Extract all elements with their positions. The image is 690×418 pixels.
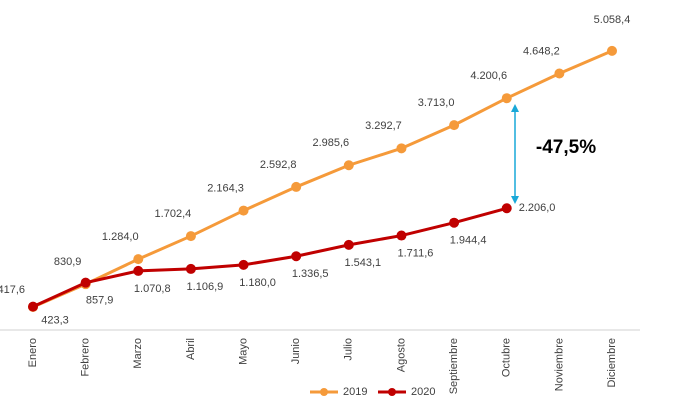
point [291,181,302,192]
point [343,160,354,171]
series-line [32,206,508,309]
x-tick-label: Mayo [237,338,249,365]
data-label: 2.206,0 [519,202,556,214]
data-label: 423,3 [41,315,69,327]
data-label: 5.058,4 [594,14,631,26]
x-tick-label: Julio [343,338,355,361]
point [396,143,407,154]
legend-marker [388,388,396,396]
data-label: 2.985,6 [312,137,349,149]
point [449,120,460,131]
point [607,45,617,56]
legend-label: 2020 [411,386,435,398]
data-label: 4.648,2 [523,45,560,57]
data-label: 830,9 [54,256,82,268]
x-tick-label: Agosto [395,338,407,372]
data-label: 3.292,7 [365,120,402,132]
data-label: 1.284,0 [102,231,139,243]
legend-label: 2019 [343,386,367,398]
data-label: 1.944,4 [450,235,487,247]
x-tick-label: Enero [27,338,39,367]
point [554,68,565,79]
x-tick-label: Septiembre [448,338,460,394]
point [80,277,91,288]
point [501,203,512,214]
x-tick-label: Marzo [132,338,144,369]
point [185,263,196,274]
x-tick-label: Diciembre [606,338,618,388]
x-tick-label: Febrero [80,338,92,377]
x-tick-label: Noviembre [553,338,565,391]
point [133,265,144,276]
x-tick-label: Abril [185,338,197,360]
x-tick-label: Junio [290,338,302,364]
point [449,217,460,228]
x-tick-label: Octubre [501,338,513,377]
data-label: 1.702,4 [155,208,192,220]
series-line [32,49,613,309]
point [185,231,196,242]
data-label: 2.592,8 [260,159,297,171]
data-label: 4.200,6 [470,70,507,82]
point [238,205,249,216]
data-label: 857,9 [86,295,114,307]
point [133,254,144,265]
data-label: 1.070,8 [134,283,171,295]
data-label: 2.164,3 [207,182,244,194]
data-label: 417,6 [0,284,25,296]
point [28,301,38,312]
data-label: 3.713,0 [418,97,455,109]
point [291,251,302,262]
data-label: 1.336,5 [292,268,329,280]
legend-marker [320,388,328,396]
point [396,230,407,241]
data-label: 1.543,1 [344,257,381,269]
point [238,259,249,270]
annotation: -47,5% [536,137,596,158]
point [343,239,354,250]
point [501,93,512,104]
data-label: 1.711,6 [398,247,434,259]
data-label: 1.180,0 [239,277,276,289]
data-label: 1.106,9 [187,281,224,293]
